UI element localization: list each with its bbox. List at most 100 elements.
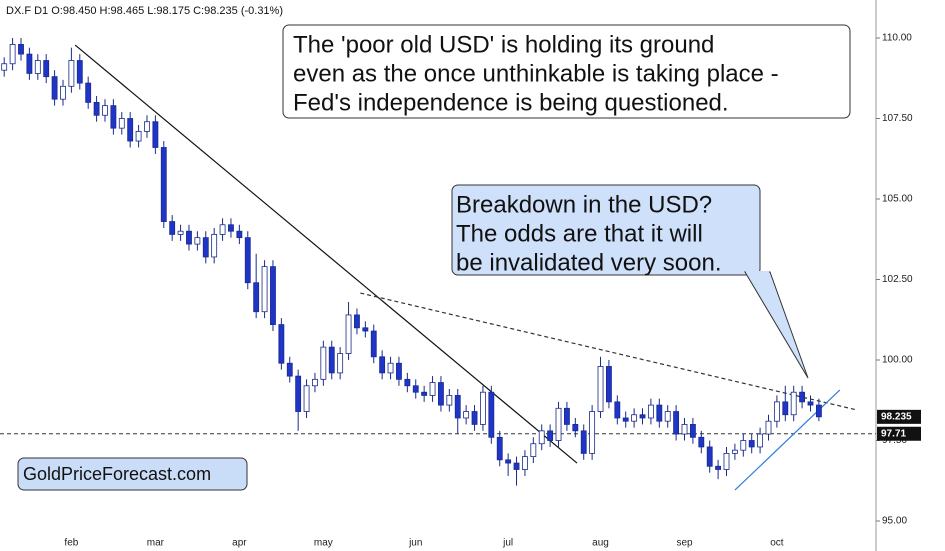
- x-tick-label: oct: [770, 538, 784, 549]
- candle-body: [102, 105, 108, 116]
- candle-body: [723, 452, 730, 470]
- candle-body: [127, 118, 134, 142]
- candle-body: [286, 362, 293, 377]
- candle-body: [26, 53, 33, 74]
- price-box: [877, 426, 921, 441]
- candle-body: [614, 401, 621, 419]
- candle-body: [782, 401, 789, 416]
- x-tick-label: jul: [502, 538, 513, 549]
- candle-body: [639, 414, 646, 419]
- annotation-text: be invalidated very soon.: [456, 249, 722, 276]
- candle-body: [236, 230, 243, 239]
- annotation-box: [282, 24, 851, 119]
- candle-body: [564, 407, 570, 425]
- annotation-text: The odds are that it will: [456, 220, 703, 247]
- candle-body: [278, 324, 285, 364]
- x-tick-label: feb: [64, 538, 78, 549]
- candle-body: [471, 411, 478, 425]
- candle-body: [547, 430, 554, 441]
- annotation-text: Fed's independence is being questioned.: [293, 89, 729, 116]
- annotation-text: GoldPriceForecast.com: [23, 464, 211, 484]
- candle-body: [396, 362, 402, 380]
- x-tick-label: jun: [408, 538, 422, 549]
- candle-body: [706, 446, 713, 467]
- annotation-text: The 'poor old USD' is holding its ground: [293, 31, 714, 58]
- candle-body: [253, 282, 260, 313]
- candle-body: [43, 60, 50, 78]
- candle-body: [312, 378, 318, 387]
- candle-body: [320, 346, 327, 380]
- candle-body: [303, 385, 310, 412]
- annotation: The 'poor old USD' is holding its ground…: [282, 24, 851, 119]
- candle-body: [186, 230, 192, 245]
- chart-title: DX.F D1 O:98.450 H:98.465 L:98.175 C:98.…: [6, 5, 283, 17]
- candle-body: [34, 60, 41, 74]
- candle-body: [211, 234, 218, 258]
- y-tick-label: 102.50: [882, 274, 913, 285]
- candle-body: [387, 362, 394, 374]
- candle-body: [76, 60, 83, 84]
- candle-body: [715, 465, 722, 470]
- candle-body: [622, 417, 629, 422]
- candle-body: [362, 327, 369, 332]
- candle-body: [152, 121, 159, 148]
- candle-body: [446, 395, 453, 406]
- candle-body: [597, 366, 604, 412]
- trendline: [360, 292, 857, 411]
- candle-body: [328, 346, 335, 374]
- annotation: GoldPriceForecast.com: [17, 457, 248, 491]
- y-tick-label: 110.00: [882, 33, 912, 44]
- candle-body: [538, 430, 545, 445]
- candle-body: [438, 382, 444, 406]
- candle-body: [244, 237, 251, 284]
- candle-body: [261, 266, 268, 313]
- candle-body: [9, 44, 16, 65]
- candle-body: [412, 385, 419, 393]
- candle-body: [270, 266, 276, 325]
- candle-body: [656, 404, 663, 422]
- y-tick-label: 107.50: [882, 113, 913, 124]
- candle-body: [169, 221, 176, 235]
- annotation-box: [451, 184, 761, 276]
- candle-body: [664, 411, 671, 422]
- candle-body: [605, 366, 612, 403]
- candle-body: [463, 411, 470, 419]
- candle-body: [68, 60, 75, 87]
- candle-body: [488, 391, 495, 438]
- candle-body: [698, 436, 705, 448]
- candle-body: [731, 449, 738, 454]
- candle-body: [93, 102, 100, 116]
- candle-body: [807, 401, 814, 406]
- candle-body: [757, 433, 764, 448]
- x-tick-label: sep: [676, 538, 693, 549]
- x-tick-label: mar: [147, 538, 165, 549]
- candle-body: [572, 424, 579, 432]
- x-tick-label: may: [314, 538, 333, 549]
- candle-body: [799, 391, 806, 403]
- candle-body: [404, 378, 411, 387]
- price-label: 97.71: [881, 428, 906, 439]
- y-tick-label: 100.00: [882, 355, 913, 366]
- candle-body: [219, 224, 226, 235]
- annotation-text: even as the once unthinkable is taking p…: [293, 60, 779, 87]
- candle-body: [790, 391, 797, 416]
- candle-body: [118, 118, 125, 129]
- candle-body: [815, 404, 822, 418]
- candle-body: [1, 63, 8, 71]
- candle-body: [765, 420, 772, 435]
- candle-body: [505, 459, 512, 464]
- candle-body: [480, 391, 486, 425]
- candle-body: [110, 105, 117, 129]
- candle-body: [421, 391, 428, 396]
- candle-body: [689, 424, 696, 438]
- candle-body: [177, 230, 184, 235]
- price-label: 98.235: [881, 411, 912, 422]
- candle-body: [354, 314, 360, 329]
- annotation-box: [17, 457, 248, 491]
- annotation-text: Breakdown in the USD?: [456, 191, 712, 218]
- candle-body: [144, 121, 150, 132]
- candle-body: [673, 411, 680, 435]
- candle-body: [740, 440, 747, 451]
- candle-body: [85, 82, 92, 103]
